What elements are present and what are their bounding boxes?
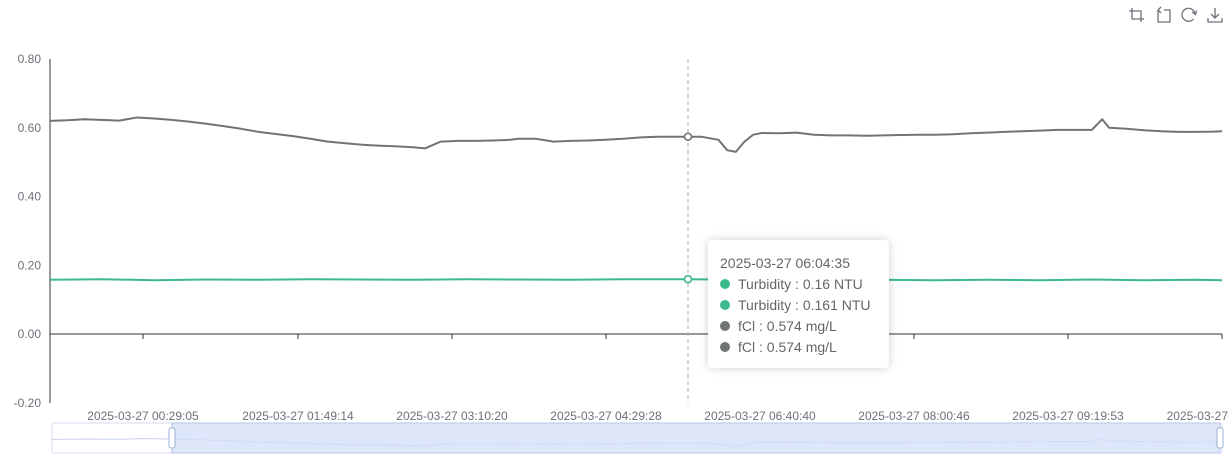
- x-tick-label: 2025-03-27 04:29:28: [550, 409, 662, 423]
- tooltip-row-turbidity-2: Turbidity : 0.161 NTU: [720, 296, 871, 314]
- tooltip-row-fcl-1: fCl : 0.574 mg/L: [720, 317, 837, 335]
- save-image-icon[interactable]: [1207, 8, 1223, 23]
- highlight-points: [683, 132, 693, 284]
- y-tick-label: 0.80: [18, 52, 42, 66]
- y-tick-label: 0.20: [18, 258, 42, 272]
- x-tick-label: 2025-03-27 09:19:53: [1012, 409, 1124, 423]
- y-tick-label: 0.40: [18, 190, 42, 204]
- fcl-marker-icon: [720, 342, 730, 352]
- tooltip-row-label: fCl : 0.574 mg/L: [738, 339, 837, 355]
- y-tick-labels: 0.80 0.60 0.40 0.20 0.00 -0.20: [14, 52, 42, 410]
- zoom-reset-icon[interactable]: [1157, 6, 1171, 23]
- x-tick-label: 2025-03-27 08:00:46: [858, 409, 970, 423]
- toolbox: [1129, 6, 1223, 23]
- tooltip-time: 2025-03-27 06:04:35: [720, 255, 850, 271]
- data-zoom-slider[interactable]: [51, 422, 1224, 454]
- x-tick-marks: [142, 334, 1223, 339]
- tooltip: 2025-03-27 06:04:35 Turbidity : 0.16 NTU…: [708, 240, 889, 368]
- fcl-marker-icon: [720, 321, 730, 331]
- series-layer: [49, 116, 1223, 282]
- x-tick-label: 2025-03-27 03:10:20: [396, 409, 508, 423]
- y-tick-label: 0.00: [18, 327, 42, 341]
- x-tick-label: 2025-03-27 06:40:40: [704, 409, 816, 423]
- highlight-point-fcl: [683, 132, 693, 142]
- turbidity-marker-icon: [720, 279, 730, 289]
- x-tick-label: 2025-03-27 00:29:05: [87, 409, 199, 423]
- restore-icon[interactable]: [1181, 7, 1198, 22]
- tooltip-row-label: Turbidity : 0.16 NTU: [738, 276, 863, 292]
- x-tick-label: 2025-03-27: [1167, 409, 1229, 423]
- x-tick-label: 2025-03-27 01:49:14: [242, 409, 354, 423]
- x-tick-labels: 2025-03-27 00:29:05 2025-03-27 01:49:14 20…: [87, 409, 1228, 423]
- turbidity-marker-icon: [720, 300, 730, 310]
- data-zoom-window[interactable]: [171, 422, 1221, 454]
- tooltip-row-turbidity-1: Turbidity : 0.16 NTU: [720, 275, 863, 293]
- data-zoom-handle-left[interactable]: [168, 427, 176, 449]
- data-zoom-handle-right[interactable]: [1216, 427, 1224, 449]
- series-line-fcl: [49, 116, 1223, 153]
- highlight-point-turbidity: [683, 274, 693, 284]
- series-line-turbidity: [49, 278, 1223, 282]
- zoom-icon[interactable]: [1129, 8, 1144, 22]
- tooltip-row-label: Turbidity : 0.161 NTU: [738, 297, 871, 313]
- tooltip-row-label: fCl : 0.574 mg/L: [738, 318, 837, 334]
- y-tick-label: -0.20: [14, 396, 42, 410]
- y-tick-label: 0.60: [18, 121, 42, 135]
- tooltip-row-fcl-2: fCl : 0.574 mg/L: [720, 338, 837, 356]
